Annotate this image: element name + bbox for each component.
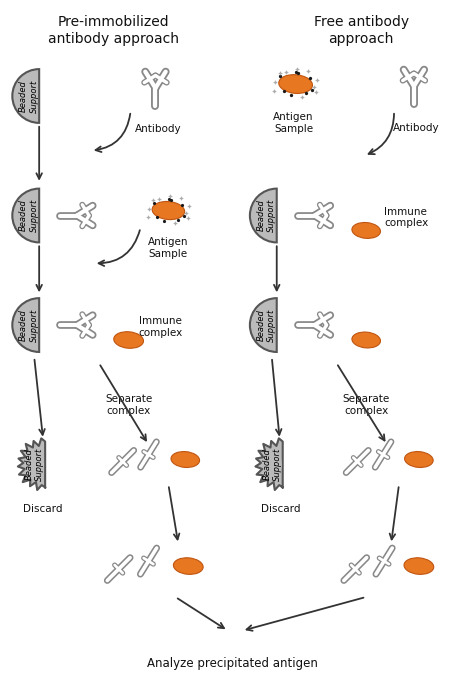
Ellipse shape bbox=[114, 332, 144, 348]
Text: Beaded
Support: Beaded Support bbox=[257, 199, 276, 232]
Text: Analyze precipitated antigen: Analyze precipitated antigen bbox=[146, 657, 318, 670]
Wedge shape bbox=[13, 298, 39, 352]
Text: Beaded
Support: Beaded Support bbox=[19, 199, 39, 232]
Text: Free antibody
approach: Free antibody approach bbox=[314, 16, 409, 46]
Ellipse shape bbox=[279, 75, 312, 93]
Text: Pre-immobilized
antibody approach: Pre-immobilized antibody approach bbox=[48, 16, 179, 46]
Text: Antigen
Sample: Antigen Sample bbox=[148, 237, 189, 259]
Text: Discard: Discard bbox=[23, 505, 63, 514]
Polygon shape bbox=[255, 439, 283, 490]
Text: Beaded
Support: Beaded Support bbox=[19, 80, 39, 113]
Text: Separate
complex: Separate complex bbox=[105, 394, 152, 415]
Text: Antibody: Antibody bbox=[392, 123, 439, 133]
Text: Antibody: Antibody bbox=[135, 124, 182, 134]
Text: Separate
complex: Separate complex bbox=[343, 394, 390, 415]
Text: Beaded
Support: Beaded Support bbox=[257, 309, 276, 341]
Text: Immune
complex: Immune complex bbox=[384, 207, 428, 228]
Ellipse shape bbox=[352, 222, 380, 239]
Text: Immune
complex: Immune complex bbox=[139, 316, 183, 338]
Text: Beaded
Support: Beaded Support bbox=[262, 448, 282, 481]
Text: Antigen
Sample: Antigen Sample bbox=[273, 112, 314, 133]
Wedge shape bbox=[13, 188, 39, 242]
Wedge shape bbox=[250, 188, 277, 242]
Polygon shape bbox=[18, 439, 45, 490]
Wedge shape bbox=[13, 69, 39, 123]
Text: Beaded
Support: Beaded Support bbox=[25, 448, 44, 481]
Ellipse shape bbox=[173, 558, 203, 575]
Text: Beaded
Support: Beaded Support bbox=[19, 309, 39, 341]
Ellipse shape bbox=[171, 452, 199, 467]
Wedge shape bbox=[250, 298, 277, 352]
Ellipse shape bbox=[152, 201, 185, 220]
Ellipse shape bbox=[405, 452, 433, 467]
Ellipse shape bbox=[404, 558, 434, 575]
Text: Discard: Discard bbox=[261, 505, 300, 514]
Ellipse shape bbox=[352, 332, 380, 348]
